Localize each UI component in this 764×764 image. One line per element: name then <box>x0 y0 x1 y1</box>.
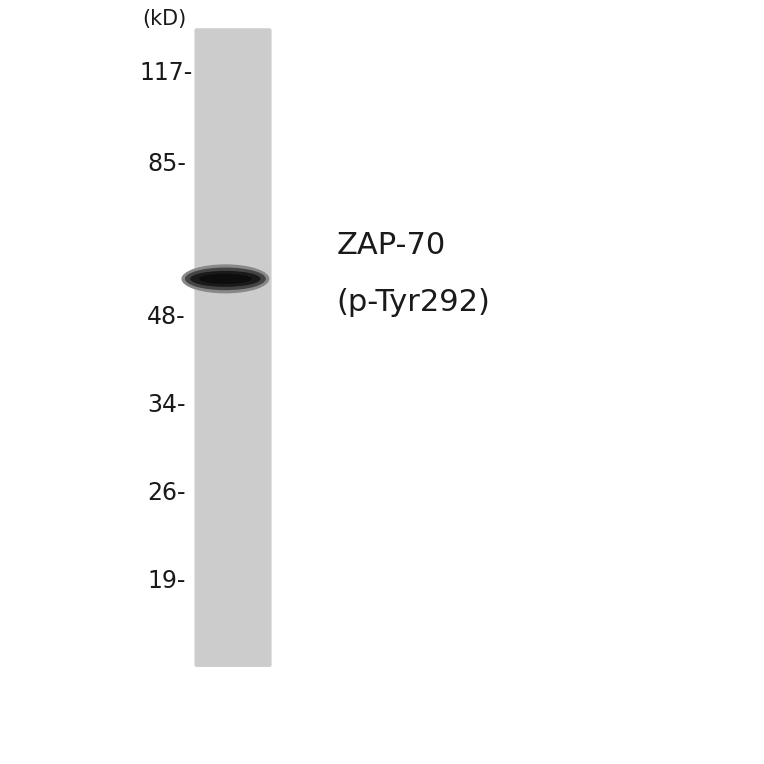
Ellipse shape <box>199 274 252 284</box>
Text: (kD): (kD) <box>142 9 186 29</box>
Ellipse shape <box>185 267 266 290</box>
Ellipse shape <box>190 271 261 286</box>
Text: (p-Tyr292): (p-Tyr292) <box>336 288 490 317</box>
Text: 26-: 26- <box>147 481 186 505</box>
Text: 85-: 85- <box>147 152 186 176</box>
Text: 48-: 48- <box>147 305 186 329</box>
Ellipse shape <box>182 264 270 293</box>
Text: ZAP-70: ZAP-70 <box>336 231 445 260</box>
Text: 117-: 117- <box>140 60 193 85</box>
Text: 19-: 19- <box>147 568 186 593</box>
Text: 34-: 34- <box>147 393 186 417</box>
FancyBboxPatch shape <box>195 28 272 667</box>
